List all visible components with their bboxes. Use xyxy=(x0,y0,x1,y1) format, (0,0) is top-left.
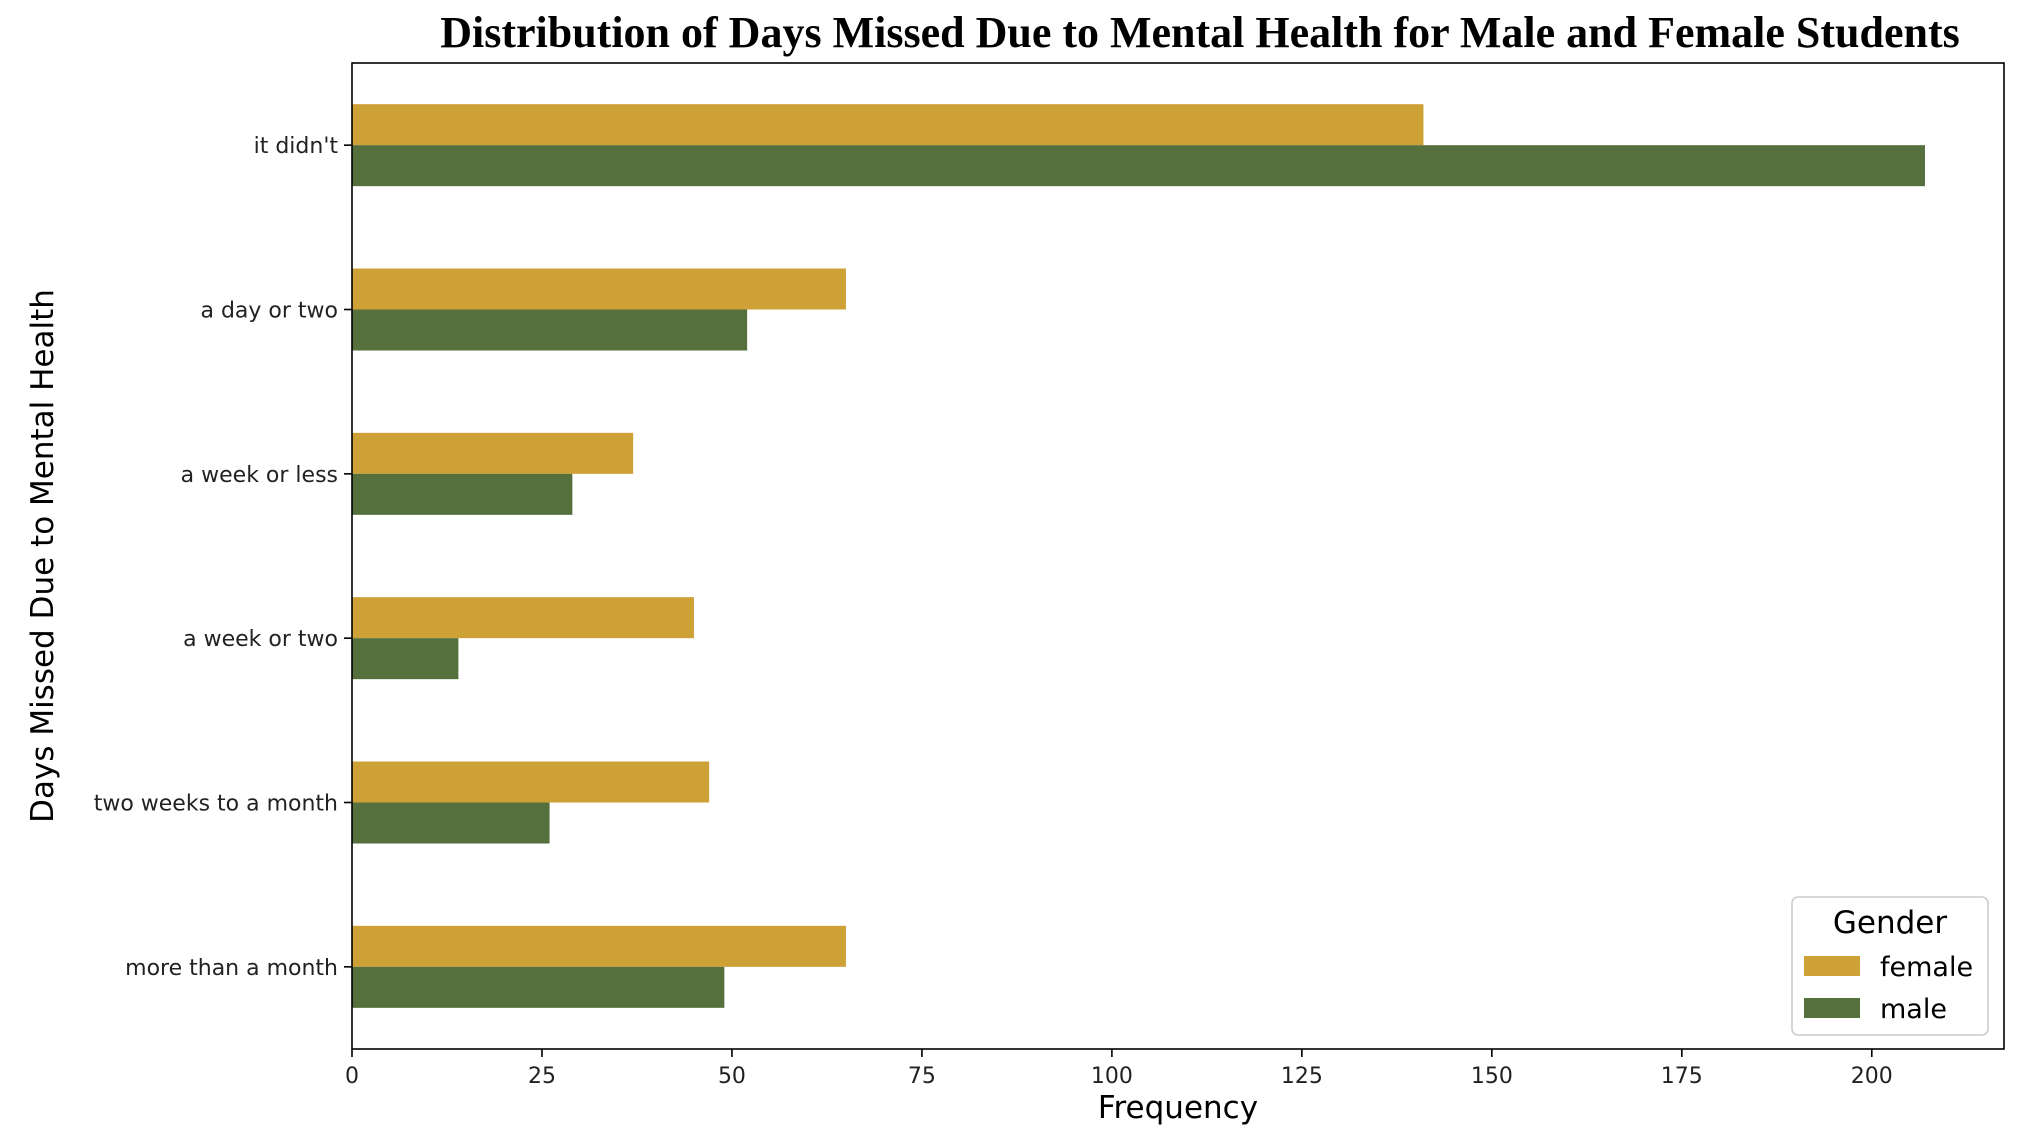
y-tick-label-a-week-or-two: a week or two xyxy=(183,627,338,652)
legend-title: Gender xyxy=(1833,905,1947,941)
x-tick-label-25: 25 xyxy=(528,1064,556,1089)
bar-female-two-weeks-to-a-month xyxy=(352,761,710,803)
legend-swatch-female xyxy=(1804,956,1860,976)
y-tick-label-it-didn-t: it didn't xyxy=(254,134,339,159)
y-tick-label-a-week-or-less: a week or less xyxy=(181,463,338,488)
y-tick-label-more-than-a-month: more than a month xyxy=(125,956,338,981)
bars-group xyxy=(352,104,1925,1008)
x-tick-label-0: 0 xyxy=(345,1064,359,1089)
legend-label-male: male xyxy=(1880,994,1947,1025)
bar-male-it-didn-t xyxy=(352,145,1925,187)
x-tick-label-75: 75 xyxy=(908,1064,936,1089)
y-tick-label-a-day-or-two: a day or two xyxy=(200,299,338,324)
x-tick-label-125: 125 xyxy=(1281,1064,1323,1089)
bar-female-a-week-or-two xyxy=(352,597,694,639)
plot-frame xyxy=(351,62,2005,1050)
bar-male-two-weeks-to-a-month xyxy=(352,802,550,844)
x-axis: 0 25 50 75 100 125 150 175 200 xyxy=(345,1049,1893,1089)
x-tick-label-150: 150 xyxy=(1471,1064,1513,1089)
y-axis: it didn't a day or two a week or less a wee… xyxy=(94,134,352,981)
x-tick-label-175: 175 xyxy=(1661,1064,1703,1089)
bar-female-a-week-or-less xyxy=(352,432,634,474)
bar-male-a-week-or-two xyxy=(352,638,459,680)
legend: Gender female male xyxy=(1791,896,1989,1036)
chart-title: Distribution of Days Missed Due to Menta… xyxy=(440,8,1960,57)
y-axis-title: Days Missed Due to Mental Health xyxy=(25,289,61,823)
x-tick-label-200: 200 xyxy=(1851,1064,1893,1089)
legend-label-female: female xyxy=(1880,952,1973,983)
bar-female-a-day-or-two xyxy=(352,268,846,310)
y-tick-label-two-weeks-to-a-month: two weeks to a month xyxy=(94,792,338,817)
bar-female-it-didn-t xyxy=(352,104,1424,146)
bar-female-more-than-a-month xyxy=(352,925,846,967)
x-tick-label-100: 100 xyxy=(1091,1064,1133,1089)
legend-swatch-male xyxy=(1804,998,1860,1018)
x-axis-title: Frequency xyxy=(1098,1090,1258,1126)
bar-male-a-week-or-less xyxy=(352,473,573,515)
bar-male-more-than-a-month xyxy=(352,966,725,1008)
x-tick-label-50: 50 xyxy=(718,1064,746,1089)
bar-male-a-day-or-two xyxy=(352,309,748,351)
